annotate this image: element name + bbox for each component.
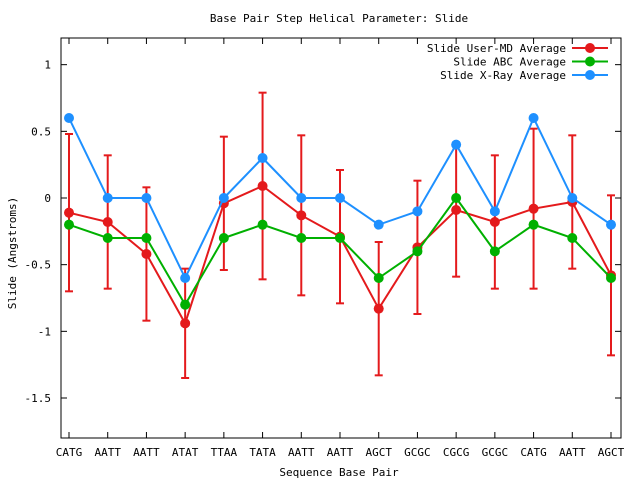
x-tick-label: AGCT <box>598 446 625 459</box>
data-point-series-2 <box>257 219 268 230</box>
data-point-series-3 <box>451 139 462 150</box>
chart-title: Base Pair Step Helical Parameter: Slide <box>210 12 468 25</box>
data-point-series-3 <box>489 206 500 217</box>
data-point-series-3 <box>180 273 191 283</box>
x-tick-label: AGCT <box>365 446 392 459</box>
x-tick-label: CGCG <box>443 446 470 459</box>
x-tick-label: TTAA <box>211 446 238 459</box>
data-point-series-2 <box>373 273 384 283</box>
x-tick-label: AATT <box>288 446 315 459</box>
data-point-series-3 <box>218 193 229 203</box>
legend-label: Slide ABC Average <box>453 56 566 69</box>
data-point-series-3 <box>102 193 113 203</box>
data-point-series-2 <box>606 273 616 283</box>
data-point-series-1 <box>489 217 500 227</box>
legend-label: Slide User-MD Average <box>427 42 566 55</box>
y-axis-label: Slide (Angstroms) <box>6 197 19 310</box>
data-point-series-1 <box>296 210 307 221</box>
data-point-series-2 <box>412 246 423 257</box>
y-tick-label: 0 <box>44 192 51 205</box>
data-point-series-2 <box>489 246 500 257</box>
data-point-series-2 <box>335 233 345 243</box>
x-tick-label: AATT <box>133 446 160 459</box>
y-tick-label: -0.5 <box>25 259 52 272</box>
x-tick-label: CATG <box>520 446 547 459</box>
data-point-series-2 <box>528 219 539 230</box>
data-point-series-3 <box>335 193 345 203</box>
data-point-series-3 <box>606 219 616 230</box>
data-point-series-1 <box>257 181 268 191</box>
data-point-series-1 <box>451 205 462 215</box>
data-point-series-3 <box>567 193 578 203</box>
x-tick-label: GCGC <box>404 446 431 459</box>
x-tick-label: AATT <box>327 446 354 459</box>
data-point-series-2 <box>218 233 229 243</box>
y-tick-label: 1 <box>44 59 51 72</box>
y-tick-label: -1 <box>38 325 51 338</box>
data-point-series-1 <box>373 303 384 314</box>
data-point-series-3 <box>257 153 268 163</box>
x-tick-label: AATT <box>559 446 586 459</box>
data-point-series-2 <box>451 193 462 203</box>
data-point-series-1 <box>141 249 152 259</box>
data-point-series-1 <box>528 203 539 214</box>
data-point-series-3 <box>141 193 152 203</box>
y-tick-label: -1.5 <box>25 392 52 405</box>
data-point-series-1 <box>180 318 191 329</box>
legend-label: Slide X-Ray Average <box>440 69 566 82</box>
x-tick-label: TATA <box>249 446 276 459</box>
data-point-series-3 <box>64 113 74 123</box>
legend-marker <box>585 43 595 53</box>
data-point-series-2 <box>64 219 74 230</box>
data-point-series-3 <box>412 206 423 217</box>
y-tick-label: 0.5 <box>31 125 51 138</box>
data-point-series-3 <box>296 193 307 203</box>
data-point-series-3 <box>373 219 384 230</box>
x-tick-label: CATG <box>56 446 83 459</box>
x-axis-label: Sequence Base Pair <box>279 466 399 479</box>
plot-frame <box>60 37 622 439</box>
data-point-series-2 <box>296 233 307 243</box>
x-tick-label: GCGC <box>482 446 509 459</box>
x-tick-label: AATT <box>94 446 121 459</box>
legend-marker <box>585 56 595 67</box>
legend-marker <box>585 70 595 80</box>
data-point-series-2 <box>141 233 152 243</box>
data-point-series-3 <box>528 113 539 123</box>
data-point-series-2 <box>102 233 113 243</box>
data-point-series-2 <box>180 299 191 310</box>
data-point-series-1 <box>64 207 74 218</box>
data-point-series-2 <box>567 233 578 243</box>
data-point-series-1 <box>102 217 113 227</box>
x-tick-label: ATAT <box>172 446 199 459</box>
